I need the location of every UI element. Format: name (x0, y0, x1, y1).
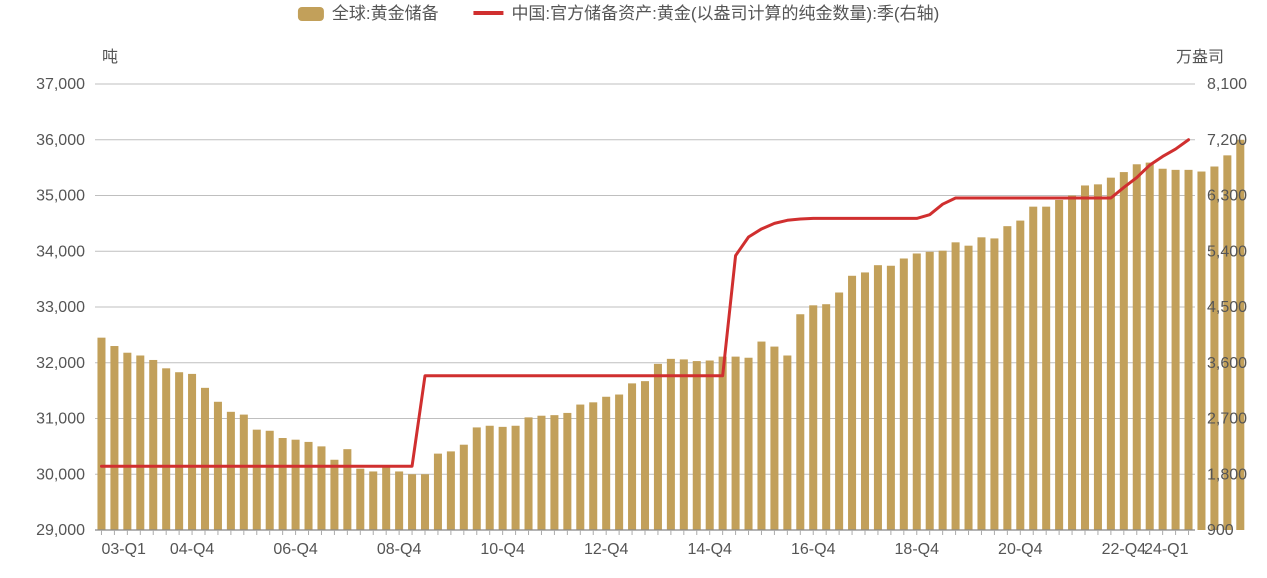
x-tick-label: 14-Q4 (687, 541, 732, 558)
x-tick-label: 22-Q4 (1102, 541, 1147, 558)
legend: 全球:黄金储备 中国:官方储备资产:黄金(以盎司计算的纯金数量):季(右轴) (298, 4, 939, 23)
x-tick-label: 18-Q4 (895, 541, 940, 558)
y-left-tick-label: 32,000 (36, 355, 85, 372)
y-left-tick-label: 34,000 (36, 243, 85, 260)
x-tick-label: 20-Q4 (998, 541, 1043, 558)
y-left-tick-label: 31,000 (36, 411, 85, 428)
y-right-tick-label: 6,300 (1207, 188, 1247, 205)
legend-label: 中国:官方储备资产:黄金(以盎司计算的纯金数量):季(右轴) (511, 4, 939, 23)
legend-label: 全球:黄金储备 (332, 4, 439, 23)
y-left-tick-label: 29,000 (36, 522, 85, 539)
y-left-tick-label: 30,000 (36, 466, 85, 483)
y-right-tick-label: 3,600 (1207, 355, 1247, 372)
x-tick-label: 06-Q4 (273, 541, 318, 558)
y-left-tick-label: 33,000 (36, 299, 85, 316)
y-right-tick-label: 2,700 (1207, 411, 1247, 428)
legend-swatch-bar (298, 7, 324, 21)
gold-reserves-chart: 29,000 30,000 31,000 32,000 33,000 34,000 35,0… (0, 0, 1267, 578)
x-tick-label: 04-Q4 (170, 541, 215, 558)
y-right-tick-label: 900 (1207, 522, 1234, 539)
x-tick-label: 10-Q4 (480, 541, 525, 558)
y-right-tick-label: 5,400 (1207, 243, 1247, 260)
y-left-tick-label: 35,000 (36, 188, 85, 205)
y-right-title: 万盎司 (1176, 48, 1224, 66)
y-right-tick-label: 4,500 (1207, 299, 1247, 316)
x-tick-label: 16-Q4 (791, 541, 836, 558)
x-tick-label: 08-Q4 (377, 541, 422, 558)
y-right-tick-label: 7,200 (1207, 132, 1247, 149)
y-left-tick-label: 36,000 (36, 132, 85, 149)
x-tick-label: 24-Q1 (1144, 541, 1189, 558)
y-left-title: 吨 (102, 48, 118, 66)
x-tick-label: 12-Q4 (584, 541, 629, 558)
x-tick-label: 03-Q1 (101, 541, 146, 558)
y-right-tick-label: 8,100 (1207, 76, 1247, 93)
y-right-tick-label: 1,800 (1207, 466, 1247, 483)
y-left-tick-label: 37,000 (36, 76, 85, 93)
